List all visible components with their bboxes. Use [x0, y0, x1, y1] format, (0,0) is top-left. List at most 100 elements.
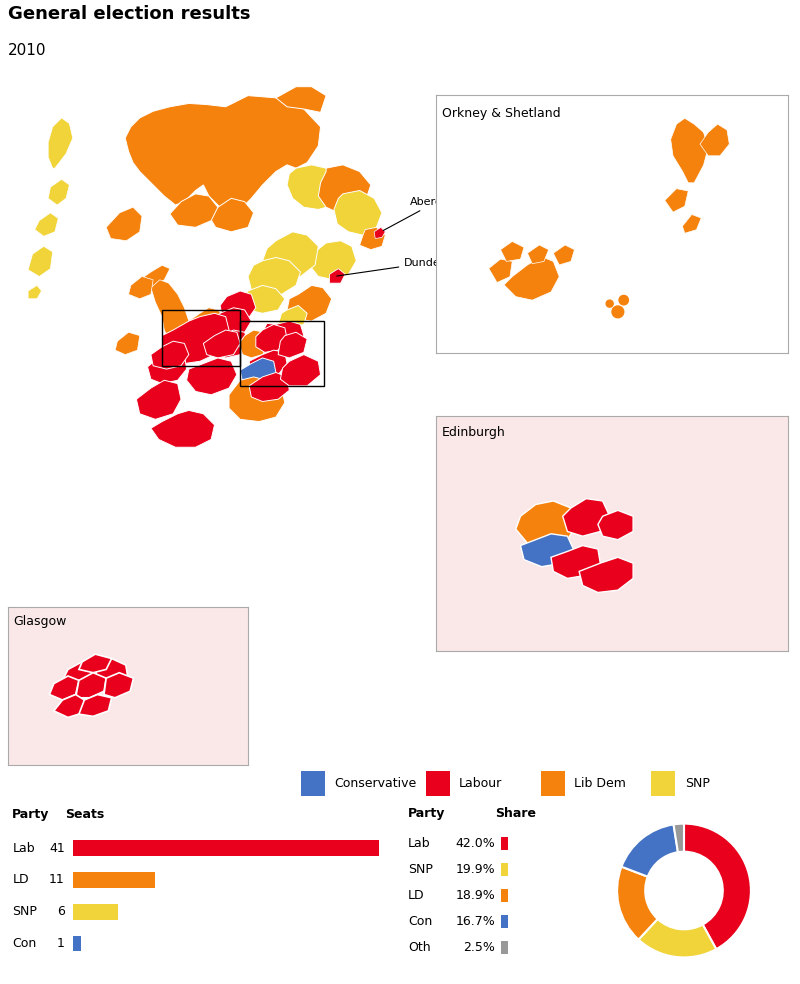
- Polygon shape: [162, 313, 229, 363]
- Text: Dundee: Dundee: [337, 258, 448, 277]
- Polygon shape: [551, 545, 600, 579]
- Polygon shape: [360, 227, 386, 250]
- Bar: [74, 840, 379, 856]
- Text: General election results: General election results: [8, 5, 250, 23]
- Polygon shape: [174, 308, 226, 354]
- Polygon shape: [229, 377, 285, 421]
- Polygon shape: [151, 410, 214, 448]
- Text: Party: Party: [408, 807, 446, 821]
- Polygon shape: [209, 330, 248, 358]
- Bar: [426, 770, 450, 796]
- Polygon shape: [136, 380, 181, 419]
- Polygon shape: [334, 191, 382, 235]
- Text: Lab: Lab: [12, 841, 35, 854]
- Text: Edinburgh: Edinburgh: [442, 426, 506, 439]
- Polygon shape: [562, 499, 610, 536]
- Wedge shape: [617, 867, 658, 940]
- Bar: [240, 321, 324, 386]
- Text: SNP: SNP: [408, 863, 433, 876]
- Polygon shape: [48, 179, 70, 205]
- Polygon shape: [527, 245, 549, 264]
- Bar: [501, 915, 508, 928]
- Polygon shape: [278, 305, 307, 328]
- Polygon shape: [318, 165, 370, 213]
- Polygon shape: [79, 654, 112, 673]
- Polygon shape: [104, 673, 134, 698]
- Polygon shape: [249, 373, 290, 401]
- Text: Lab: Lab: [408, 836, 430, 850]
- Polygon shape: [501, 241, 524, 262]
- Text: Conservative: Conservative: [334, 776, 417, 790]
- Wedge shape: [638, 919, 716, 957]
- Polygon shape: [330, 269, 345, 283]
- Bar: [162, 310, 240, 366]
- Text: 18.9%: 18.9%: [455, 889, 495, 901]
- Bar: [501, 863, 508, 876]
- Polygon shape: [579, 557, 633, 592]
- Polygon shape: [262, 232, 318, 279]
- Polygon shape: [79, 695, 112, 716]
- Circle shape: [606, 300, 613, 307]
- Polygon shape: [186, 358, 237, 395]
- Text: Aberdeen: Aberdeen: [383, 197, 464, 230]
- Polygon shape: [239, 330, 270, 358]
- Bar: [74, 872, 155, 888]
- Polygon shape: [62, 662, 101, 689]
- Text: 2.5%: 2.5%: [463, 941, 495, 953]
- Polygon shape: [280, 354, 321, 386]
- Bar: [501, 836, 508, 850]
- Polygon shape: [700, 124, 730, 155]
- Text: LD: LD: [408, 889, 425, 901]
- Polygon shape: [34, 213, 58, 236]
- Polygon shape: [682, 215, 701, 233]
- Polygon shape: [115, 333, 140, 354]
- Polygon shape: [54, 695, 84, 717]
- Polygon shape: [670, 118, 708, 183]
- Polygon shape: [287, 285, 332, 321]
- Text: LD: LD: [12, 874, 29, 887]
- Wedge shape: [622, 825, 678, 877]
- Text: Orkney & Shetland: Orkney & Shetland: [442, 106, 561, 119]
- Polygon shape: [28, 285, 42, 299]
- Polygon shape: [48, 118, 73, 168]
- Text: Con: Con: [408, 915, 433, 928]
- Polygon shape: [95, 658, 128, 689]
- Polygon shape: [147, 350, 186, 384]
- Text: Con: Con: [12, 937, 37, 951]
- Polygon shape: [129, 277, 153, 299]
- Text: SNP: SNP: [12, 905, 38, 918]
- Polygon shape: [310, 241, 356, 279]
- Text: Glasgow: Glasgow: [14, 615, 67, 628]
- Polygon shape: [28, 246, 53, 277]
- Text: 2010: 2010: [8, 43, 46, 58]
- Polygon shape: [203, 330, 240, 358]
- Polygon shape: [211, 308, 251, 336]
- Polygon shape: [209, 199, 254, 232]
- Text: 41: 41: [49, 841, 65, 854]
- Text: Labour: Labour: [459, 776, 502, 790]
- Polygon shape: [106, 208, 142, 241]
- Polygon shape: [240, 358, 276, 386]
- Polygon shape: [374, 227, 386, 238]
- Polygon shape: [151, 341, 189, 369]
- Bar: [501, 889, 508, 901]
- Bar: [74, 904, 118, 920]
- Polygon shape: [598, 511, 633, 539]
- Polygon shape: [170, 194, 218, 227]
- Polygon shape: [278, 333, 307, 358]
- Polygon shape: [276, 87, 326, 112]
- Text: 16.7%: 16.7%: [455, 915, 495, 928]
- Wedge shape: [684, 824, 751, 950]
- Polygon shape: [489, 259, 512, 282]
- Text: Lib Dem: Lib Dem: [574, 776, 626, 790]
- Wedge shape: [674, 824, 684, 852]
- Polygon shape: [50, 676, 79, 700]
- Bar: [501, 941, 508, 953]
- Text: 6: 6: [57, 905, 65, 918]
- Polygon shape: [665, 189, 688, 213]
- Polygon shape: [287, 165, 343, 210]
- Polygon shape: [504, 257, 559, 300]
- Polygon shape: [262, 321, 304, 349]
- Polygon shape: [248, 258, 301, 296]
- Text: 1: 1: [57, 937, 65, 951]
